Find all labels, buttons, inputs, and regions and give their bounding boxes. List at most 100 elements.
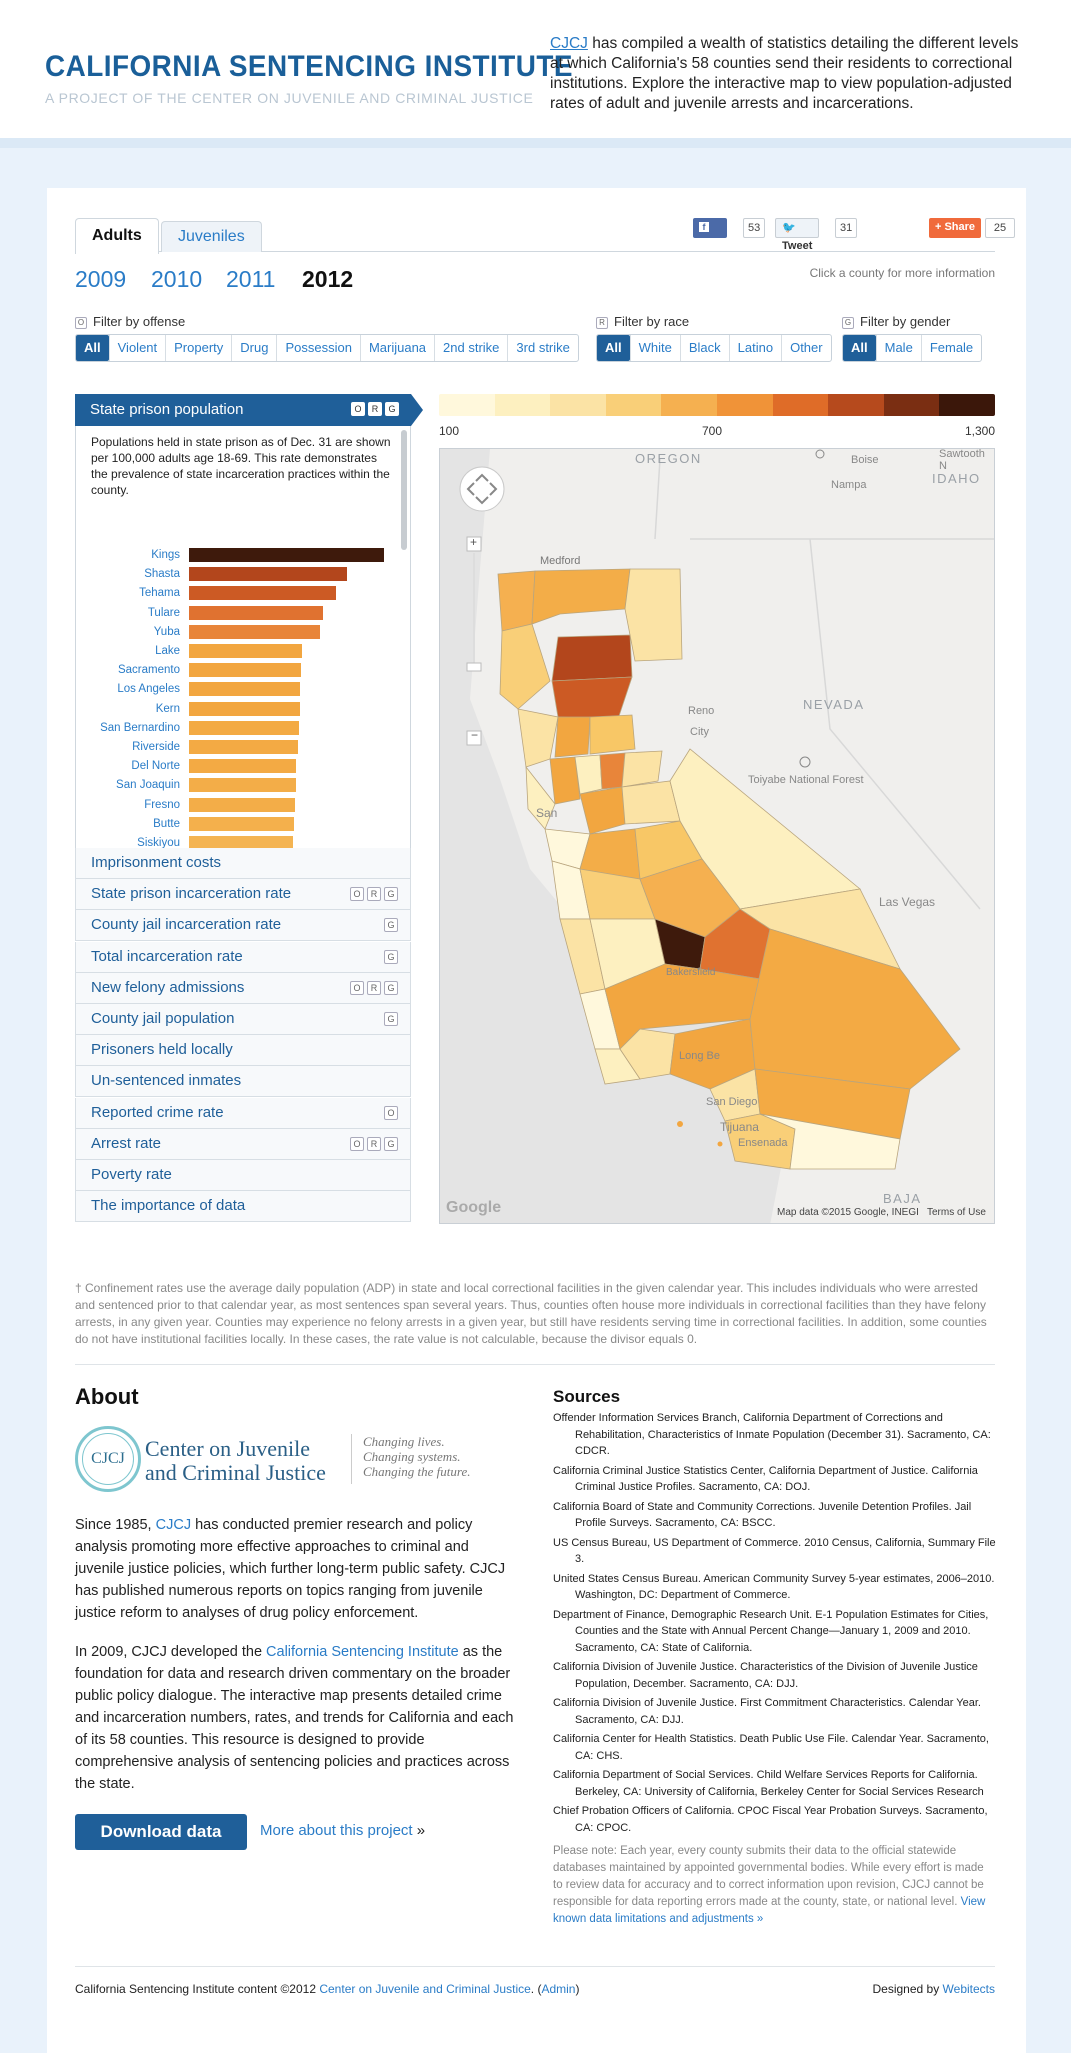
- county-tehama[interactable]: [551, 676, 633, 720]
- offense-possession[interactable]: Possession: [276, 335, 359, 361]
- county-bar-label[interactable]: Shasta: [144, 568, 180, 581]
- county-bar[interactable]: [189, 701, 300, 716]
- county-bar-row[interactable]: Yuba: [76, 624, 410, 644]
- county-bar-row[interactable]: Riverside: [76, 740, 410, 759]
- gender-female[interactable]: Female: [920, 335, 981, 361]
- race-black[interactable]: Black: [679, 335, 729, 361]
- county-bar-label[interactable]: Kern: [155, 702, 180, 715]
- county-bar-row[interactable]: Shasta: [76, 567, 410, 586]
- more-about-link[interactable]: More about this project: [260, 1822, 413, 1839]
- county-bar-row[interactable]: San Joaquin: [76, 778, 410, 797]
- county-colusa[interactable]: [574, 754, 603, 795]
- county-bar-row[interactable]: Los Angeles: [76, 682, 410, 701]
- offense-violent[interactable]: Violent: [108, 335, 166, 361]
- zoom-slider-track[interactable]: [473, 553, 475, 663]
- admin-link[interactable]: Admin: [541, 1982, 576, 1996]
- facebook-like-button[interactable]: f Like: [693, 218, 728, 251]
- offense-drug[interactable]: Drug: [231, 335, 276, 361]
- county-map[interactable]: + − OREGON IDAHO NEVADA BAJA Boise Nampa…: [439, 448, 995, 1224]
- county-bar[interactable]: [189, 548, 384, 562]
- county-bar[interactable]: [189, 605, 323, 620]
- county-bar-label[interactable]: Butte: [153, 817, 180, 830]
- metric-item[interactable]: County jail population G: [75, 1004, 411, 1035]
- cjcj-intro-link[interactable]: CJCJ: [550, 35, 588, 52]
- county-bar-row[interactable]: Butte: [76, 816, 410, 836]
- cjcj-logo[interactable]: CJCJ Center on Juvenile and Criminal Jus…: [75, 1426, 495, 1494]
- county-bar-label[interactable]: San Bernardino: [100, 721, 180, 734]
- county-bar-row[interactable]: Kern: [76, 701, 410, 721]
- offense-marijuana[interactable]: Marijuana: [359, 335, 434, 361]
- county-bar-label[interactable]: Los Angeles: [117, 683, 180, 696]
- year-2012[interactable]: 2012: [302, 266, 354, 292]
- county-plumas[interactable]: [589, 714, 636, 755]
- county-bar[interactable]: [189, 624, 321, 639]
- county-bar-label[interactable]: Del Norte: [131, 760, 180, 773]
- county-nevada-placer[interactable]: [621, 750, 663, 788]
- county-bar-row[interactable]: San Bernardino: [76, 720, 410, 740]
- gender-male[interactable]: Male: [875, 335, 921, 361]
- county-lake[interactable]: [549, 756, 581, 805]
- county-bar[interactable]: [189, 797, 295, 812]
- metric-item[interactable]: State prison incarceration rate O R G: [75, 879, 411, 911]
- county-bar-label[interactable]: Riverside: [132, 741, 180, 753]
- footer-cjcj-link[interactable]: Center on Juvenile and Criminal Justice: [319, 1982, 531, 1996]
- county-bar-row[interactable]: Del Norte: [76, 759, 410, 778]
- county-yuba[interactable]: [599, 752, 626, 790]
- share-button[interactable]: + Share: [929, 218, 982, 238]
- county-bar-row[interactable]: Sacramento: [76, 663, 410, 682]
- zoom-slider-handle[interactable]: [466, 662, 482, 672]
- county-bar[interactable]: [189, 778, 296, 793]
- county-bar-label[interactable]: Sacramento: [117, 664, 180, 677]
- county-bar[interactable]: [189, 663, 301, 678]
- year-2011[interactable]: 2011: [226, 266, 276, 292]
- race-all[interactable]: All: [597, 335, 630, 361]
- county-bar-label[interactable]: Lake: [155, 645, 180, 657]
- county-bar[interactable]: [189, 816, 294, 831]
- offense-all[interactable]: All: [76, 335, 109, 361]
- metric-item[interactable]: Poverty rate: [75, 1160, 411, 1191]
- race-other[interactable]: Other: [781, 335, 831, 361]
- data-limitations-link[interactable]: View known data limitations and adjustme…: [553, 1896, 986, 1925]
- county-bar-row[interactable]: Lake: [76, 644, 410, 663]
- offense-2nd-strike[interactable]: 2nd strike: [434, 335, 507, 361]
- year-2010[interactable]: 2010: [151, 266, 203, 292]
- county-glenn-butte[interactable]: [554, 716, 591, 758]
- zoom-in-label[interactable]: +: [470, 535, 478, 549]
- tab-adults[interactable]: Adults: [75, 218, 159, 254]
- zoom-in-button[interactable]: [466, 536, 482, 552]
- about-cjcj-link[interactable]: CJCJ: [155, 1517, 192, 1533]
- tweet-button[interactable]: 🐦 Tweet: [775, 218, 820, 252]
- metric-item[interactable]: New felony admissions O R G: [75, 972, 411, 1004]
- county-del-norte[interactable]: [497, 570, 536, 632]
- county-bar-row[interactable]: Tulare: [76, 605, 410, 625]
- map-pan-control[interactable]: [459, 466, 505, 512]
- metric-item[interactable]: Total incarceration rate G: [75, 941, 411, 973]
- county-bar-label[interactable]: Kings: [151, 549, 180, 561]
- gender-all[interactable]: All: [843, 335, 876, 361]
- county-shasta[interactable]: [551, 634, 633, 682]
- active-metric-header[interactable]: State prison population O R G: [75, 394, 411, 426]
- offense-3rd-strike[interactable]: 3rd strike: [507, 335, 577, 361]
- race-white[interactable]: White: [629, 335, 680, 361]
- tab-juveniles[interactable]: Juveniles: [161, 221, 262, 252]
- county-mendocino[interactable]: [517, 708, 559, 768]
- map-terms-link[interactable]: Terms of Use: [927, 1207, 986, 1218]
- county-bar-label[interactable]: Siskiyou: [137, 837, 180, 848]
- offense-property[interactable]: Property: [165, 335, 231, 361]
- metric-item[interactable]: Imprisonment costs: [75, 848, 411, 879]
- county-bar-label[interactable]: Yuba: [153, 625, 180, 638]
- designer-link[interactable]: Webitects: [942, 1982, 995, 1996]
- site-title[interactable]: CALIFORNIA SENTENCING INSTITUTE: [45, 50, 573, 83]
- county-bar[interactable]: [189, 644, 303, 658]
- county-humboldt[interactable]: [499, 623, 551, 710]
- county-bar-row[interactable]: Fresno: [76, 797, 410, 817]
- county-sacramento[interactable]: [579, 786, 626, 835]
- county-bar-row[interactable]: Tehama: [76, 586, 410, 605]
- county-siskiyou[interactable]: [531, 568, 631, 625]
- year-2009[interactable]: 2009: [75, 266, 127, 292]
- metric-item[interactable]: Reported crime rate O: [75, 1097, 411, 1129]
- county-bar-row[interactable]: Siskiyou: [76, 836, 410, 848]
- metric-item[interactable]: Un-sentenced inmates: [75, 1066, 411, 1098]
- county-bar[interactable]: [189, 720, 299, 735]
- county-bar[interactable]: [189, 567, 347, 582]
